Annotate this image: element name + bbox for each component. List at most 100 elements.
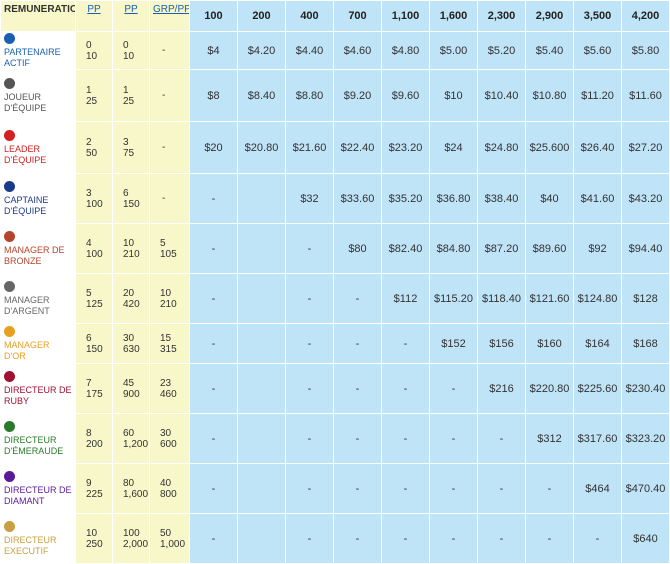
- value-cell: $82.40: [381, 223, 430, 274]
- value-cell: -: [333, 463, 382, 514]
- points-cell: 1 25: [75, 69, 113, 122]
- value-text: $89.60: [532, 242, 567, 255]
- value-text: -: [211, 337, 216, 350]
- value-cell: $11.20: [573, 69, 622, 122]
- points-cell: 30 630: [112, 323, 150, 364]
- value-cell: $9.20: [333, 69, 382, 122]
- value-text: $10.40: [484, 89, 519, 102]
- value-text: $92: [588, 242, 607, 255]
- value-cell: $4.80: [381, 31, 430, 70]
- points-value: 105: [160, 248, 177, 260]
- value-text: $4.20: [247, 44, 276, 57]
- rank-name: D'ARGENT: [4, 305, 50, 316]
- value-text: $225.60: [577, 382, 618, 395]
- value-cell: $41.60: [573, 173, 622, 224]
- value-cell: $112: [381, 273, 430, 324]
- rank-icon: [4, 77, 15, 89]
- value-text: $168: [633, 337, 658, 350]
- table-row: LEADER D'ÉQUIPE 2 50 3 75- $20 $20.80 $21.60 $22.…: [0, 121, 670, 174]
- value-cell: $4.20: [237, 31, 286, 70]
- points-cell: 10 210: [112, 223, 150, 274]
- value-text: -: [499, 532, 504, 545]
- value-cell: -: [381, 513, 430, 564]
- rank-cell: DIRECTEUR EXECUTIF: [0, 513, 76, 564]
- points-value: 15: [160, 332, 172, 344]
- value-cell: -: [189, 323, 238, 364]
- points-value: 315: [160, 343, 177, 355]
- value-text: -: [451, 532, 456, 545]
- points-value: 1: [123, 84, 129, 96]
- points-value: 100: [123, 527, 140, 539]
- points-cell: 0 10: [75, 31, 113, 70]
- points-cell: 80 1,600: [112, 463, 150, 514]
- value-cell: $8.40: [237, 69, 286, 122]
- rank-icon: [4, 470, 15, 482]
- value-cell: -: [477, 413, 526, 464]
- points-value: -: [162, 193, 166, 204]
- points-cell: 30 600: [149, 413, 190, 464]
- points-cell: 10 210: [149, 273, 190, 324]
- value-text: $230.40: [625, 382, 666, 395]
- points-value: 250: [86, 538, 103, 550]
- value-text: -: [403, 532, 408, 545]
- value-text: $87.20: [484, 242, 519, 255]
- value-cell: [237, 173, 286, 224]
- header-cell: 100: [189, 0, 238, 32]
- points-value: 50: [160, 527, 172, 539]
- value-text: $4: [207, 44, 220, 57]
- value-cell: $4.40: [285, 31, 334, 70]
- value-text: -: [211, 192, 216, 205]
- value-cell: $84.80: [429, 223, 478, 274]
- value-text: -: [355, 337, 360, 350]
- value-cell: -: [189, 173, 238, 224]
- rank-cell: DIRECTEUR DE RUBY: [0, 363, 76, 414]
- value-cell: -: [429, 413, 478, 464]
- value-cell: $312: [525, 413, 574, 464]
- points-value: 210: [160, 298, 177, 310]
- rank-name: MANAGER D'OR: [4, 339, 50, 361]
- value-cell: $27.20: [621, 121, 670, 174]
- rank-name: D'ÉQUIPE: [4, 205, 47, 216]
- rank-name: D'ÉMERAUDE: [4, 445, 64, 456]
- points-value: 125: [86, 298, 103, 310]
- points-value: 10: [86, 50, 98, 62]
- points-cell: 6 150: [75, 323, 113, 364]
- value-cell: $5.00: [429, 31, 478, 70]
- points-value: -: [162, 45, 166, 56]
- points-cell: 6 150: [112, 173, 150, 224]
- header-row: REMUNERATIONPPPPGRP/PP1002004007001,1001…: [0, 0, 670, 32]
- rank-name: DIAMANT: [4, 495, 45, 506]
- value-text: $36.80: [436, 192, 471, 205]
- points-cell: 50 1,000: [149, 513, 190, 564]
- value-cell: $5.20: [477, 31, 526, 70]
- table-row: CAPTAINE D'ÉQUIPE 3 100 6 150- - $32 $33.60 $35.2…: [0, 173, 670, 224]
- value-text: $4.60: [343, 44, 372, 57]
- value-text: $9.60: [391, 89, 420, 102]
- value-text: $20.80: [244, 141, 279, 154]
- value-text: $9.20: [343, 89, 372, 102]
- value-cell: -: [381, 323, 430, 364]
- value-text: -: [547, 482, 552, 495]
- value-text: $5.00: [439, 44, 468, 57]
- points-value: 2: [86, 136, 92, 148]
- points-cell: 10 250: [75, 513, 113, 564]
- value-cell: -: [285, 363, 334, 414]
- value-cell: $164: [573, 323, 622, 364]
- value-text: $128: [633, 292, 658, 305]
- rank-name: DIRECTEUR: [4, 434, 57, 445]
- value-cell: $38.40: [477, 173, 526, 224]
- points-cell: 20 420: [112, 273, 150, 324]
- rank-name: D'ÉQUIPE: [4, 154, 47, 165]
- value-text: -: [307, 432, 312, 445]
- value-text: -: [307, 292, 312, 305]
- value-cell: -: [429, 363, 478, 414]
- value-text: $20: [204, 141, 223, 154]
- value-cell: -: [189, 413, 238, 464]
- value-text: $27.20: [628, 141, 663, 154]
- value-cell: -: [333, 273, 382, 324]
- points-value: 75: [123, 147, 135, 159]
- value-cell: $24.80: [477, 121, 526, 174]
- value-cell: -: [477, 513, 526, 564]
- value-cell: $9.60: [381, 69, 430, 122]
- points-value: 40: [160, 477, 172, 489]
